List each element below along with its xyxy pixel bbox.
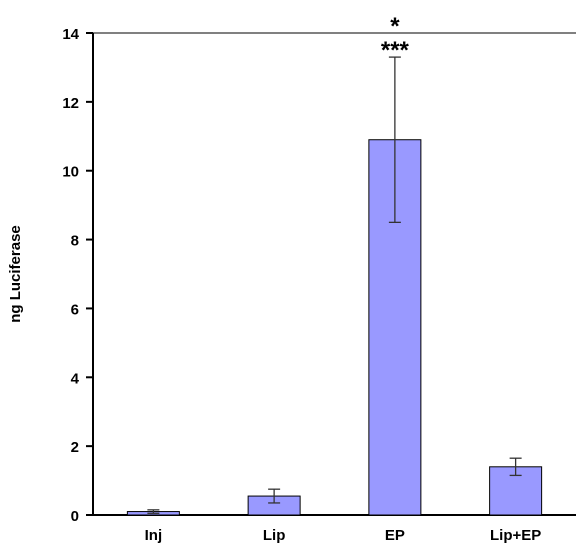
x-tick-label: EP xyxy=(385,527,405,544)
y-tick-label: 12 xyxy=(62,95,79,112)
significance-marker: * xyxy=(390,13,400,40)
y-tick-label: 14 xyxy=(62,26,79,43)
y-tick-label: 6 xyxy=(71,301,79,318)
y-tick-label: 10 xyxy=(62,164,79,181)
y-tick-label: 4 xyxy=(71,370,80,387)
y-axis-label: ng Luciferase xyxy=(7,225,24,323)
y-tick-label: 2 xyxy=(71,439,79,456)
y-tick-label: 0 xyxy=(71,508,79,525)
x-tick-label: Inj xyxy=(145,527,163,544)
significance-marker: *** xyxy=(381,37,410,64)
y-tick-label: 8 xyxy=(71,233,79,250)
x-tick-label: Lip xyxy=(263,527,286,544)
x-tick-label: Lip+EP xyxy=(490,527,541,544)
